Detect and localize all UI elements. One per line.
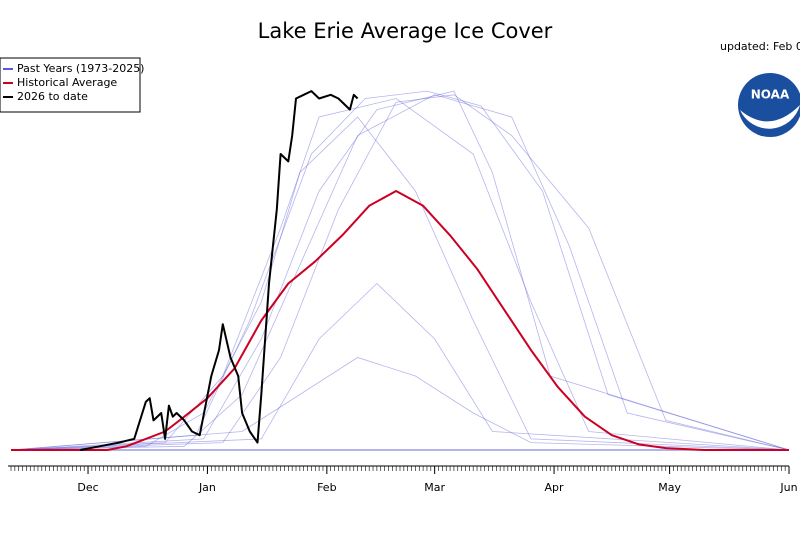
legend-label: Past Years (1973-2025) <box>17 62 144 75</box>
legend-label: Historical Average <box>17 76 117 89</box>
past-year-line <box>10 116 790 451</box>
past-year-line <box>10 94 790 451</box>
past-year-line <box>10 357 790 451</box>
past-year-line <box>10 98 790 451</box>
noaa-logo: NOAA <box>738 73 800 137</box>
x-tick-label: Jan <box>198 481 216 494</box>
past-year-line <box>10 282 790 451</box>
x-tick-label: May <box>658 481 681 494</box>
x-tick-label: Jun <box>779 481 797 494</box>
past-year-line <box>10 94 790 451</box>
x-tick-label: Apr <box>545 481 565 494</box>
legend: Past Years (1973-2025)Historical Average… <box>0 57 144 113</box>
chart-title: Lake Erie Average Ice Cover <box>258 19 553 43</box>
series-line <box>11 190 789 451</box>
x-tick-label: Dec <box>77 481 98 494</box>
series-line <box>80 90 359 451</box>
subtitle: updated: Feb 09 <box>720 40 800 53</box>
past-year-line <box>10 90 790 451</box>
legend-box <box>0 57 141 113</box>
past-year-line <box>10 90 790 451</box>
x-tick-label: Mar <box>424 481 445 494</box>
logo-wave <box>740 105 800 129</box>
x-tick-label: Feb <box>317 481 336 494</box>
legend-label: 2026 to date <box>17 90 88 103</box>
logo-text: NOAA <box>751 88 790 102</box>
